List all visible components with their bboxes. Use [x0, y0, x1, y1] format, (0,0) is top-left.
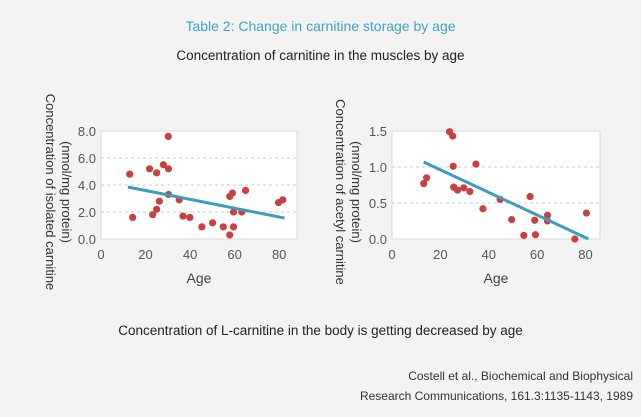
- x-axis-label: Age: [187, 270, 212, 286]
- y-axis-label: (nmol/mg protein): [59, 141, 74, 243]
- data-point: [241, 186, 250, 194]
- data-point: [229, 223, 238, 231]
- x-axis-label: Age: [484, 270, 509, 286]
- y-tick-label: 0.5: [369, 196, 387, 211]
- x-tick-label: 20: [138, 247, 152, 262]
- y-axis-label: Concentration of acetyl carnitine: [333, 99, 348, 285]
- data-point: [153, 205, 161, 213]
- y-tick-label: 1.5: [369, 124, 387, 139]
- x-tick-label: 0: [388, 247, 395, 262]
- data-point: [422, 174, 431, 182]
- citation-line-2: Research Communications, 161.3:1135-1143…: [359, 389, 633, 403]
- x-tick-label: 80: [578, 247, 592, 262]
- data-point: [186, 213, 194, 221]
- data-point: [508, 215, 516, 224]
- x-tick-label: 40: [183, 247, 197, 262]
- y-tick-label: 1.0: [369, 160, 387, 175]
- y-tick-label: 6.0: [78, 151, 96, 166]
- data-point: [155, 197, 163, 205]
- trend-line: [423, 160, 590, 241]
- x-tick-label: 80: [272, 247, 286, 262]
- y-axis-label: Concentration of isolated carnitine: [43, 94, 58, 291]
- data-point: [145, 165, 154, 173]
- y-axis-label: (nmol/mg protein): [349, 141, 364, 243]
- data-point: [229, 208, 238, 216]
- data-point: [449, 162, 457, 170]
- table-title: Table 2: Change in carnitine storage by …: [185, 18, 456, 34]
- y-tick-label: 8.0: [78, 124, 96, 139]
- data-point: [460, 184, 468, 192]
- data-point: [571, 235, 579, 243]
- data-point: [520, 231, 528, 239]
- data-point: [453, 186, 462, 194]
- data-point: [129, 213, 137, 221]
- y-tick-label: 4.0: [78, 178, 96, 193]
- data-point: [226, 231, 234, 239]
- data-point: [526, 192, 534, 201]
- data-point: [420, 179, 428, 188]
- data-point: [159, 161, 167, 169]
- data-point: [179, 212, 187, 220]
- data-point: [479, 205, 487, 213]
- data-point: [279, 196, 287, 204]
- data-point: [198, 223, 206, 231]
- data-point: [208, 219, 217, 227]
- chart-subtitle: Concentration of carnitine in the muscle…: [176, 48, 465, 63]
- data-point: [531, 231, 540, 239]
- trend-line: [127, 185, 285, 220]
- x-tick-label: 40: [482, 247, 496, 262]
- x-tick-label: 60: [227, 247, 241, 262]
- data-point: [228, 189, 237, 197]
- data-point: [164, 132, 172, 140]
- data-point: [126, 170, 134, 178]
- data-point: [219, 223, 227, 231]
- data-point: [164, 165, 173, 173]
- x-tick-label: 60: [530, 247, 544, 262]
- data-point: [153, 169, 161, 177]
- data-point: [449, 132, 457, 140]
- data-point: [472, 160, 480, 168]
- data-point: [543, 211, 552, 219]
- y-tick-label: 0.0: [78, 232, 96, 247]
- x-tick-label: 20: [433, 247, 447, 262]
- conclusion-text: Concentration of L-carnitine in the body…: [118, 323, 523, 338]
- data-point: [149, 211, 157, 219]
- citation-line-1: Costell et al., Biochemical and Biophysi…: [408, 369, 633, 383]
- data-point: [531, 216, 539, 224]
- y-tick-label: 2.0: [78, 205, 96, 220]
- y-tick-label: 0.0: [369, 232, 387, 247]
- data-point: [582, 209, 591, 217]
- x-tick-label: 0: [97, 247, 104, 262]
- data-point: [466, 187, 474, 196]
